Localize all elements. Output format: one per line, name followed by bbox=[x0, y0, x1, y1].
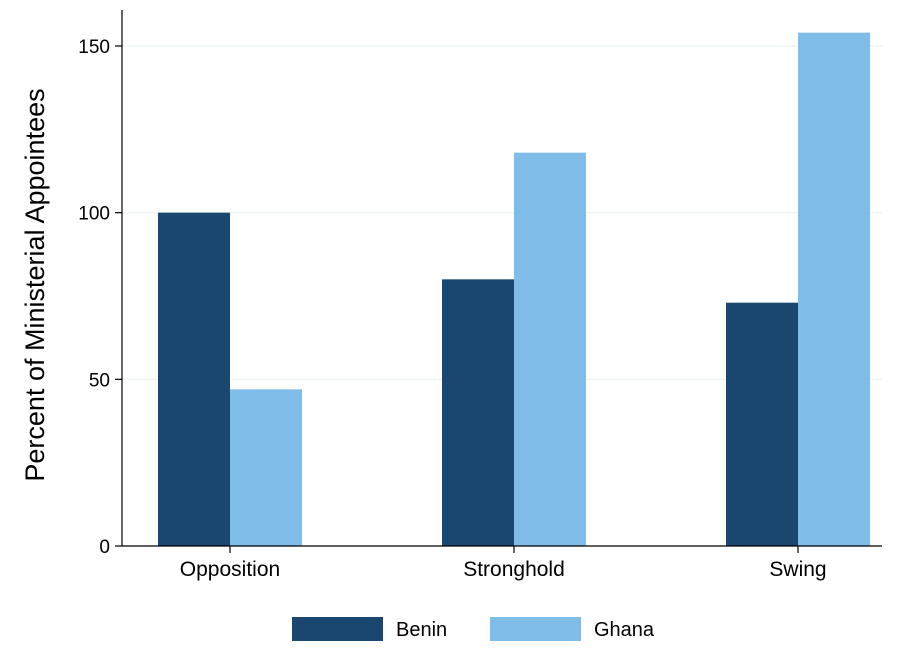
x-tick-label: Swing bbox=[769, 558, 826, 581]
legend: Benin Ghana bbox=[292, 617, 655, 641]
x-tick-label: Opposition bbox=[180, 558, 280, 581]
legend-label-benin: Benin bbox=[396, 619, 447, 641]
legend-swatch-benin bbox=[292, 617, 383, 641]
bar-ghana-swing bbox=[798, 32, 870, 546]
y-axis-label: Percent of Ministerial Appointees bbox=[20, 88, 50, 481]
x-ticks: Opposition Stronghold Swing bbox=[180, 546, 827, 581]
bar-ghana-stronghold bbox=[514, 152, 586, 546]
x-tick-label: Stronghold bbox=[463, 558, 565, 581]
legend-swatch-ghana bbox=[490, 617, 581, 641]
bar-benin-stronghold bbox=[442, 279, 514, 546]
y-ticks: 0 50 100 150 bbox=[78, 37, 122, 558]
y-tick-label: 150 bbox=[78, 37, 110, 58]
bars bbox=[158, 32, 870, 546]
y-tick-label: 0 bbox=[99, 537, 110, 558]
axes bbox=[121, 10, 882, 547]
bar-ghana-opposition bbox=[230, 389, 302, 546]
bar-benin-opposition bbox=[158, 212, 230, 546]
y-tick-label: 50 bbox=[89, 370, 110, 391]
legend-label-ghana: Ghana bbox=[594, 619, 655, 641]
bar-benin-swing bbox=[726, 302, 798, 546]
y-tick-label: 100 bbox=[78, 204, 110, 225]
